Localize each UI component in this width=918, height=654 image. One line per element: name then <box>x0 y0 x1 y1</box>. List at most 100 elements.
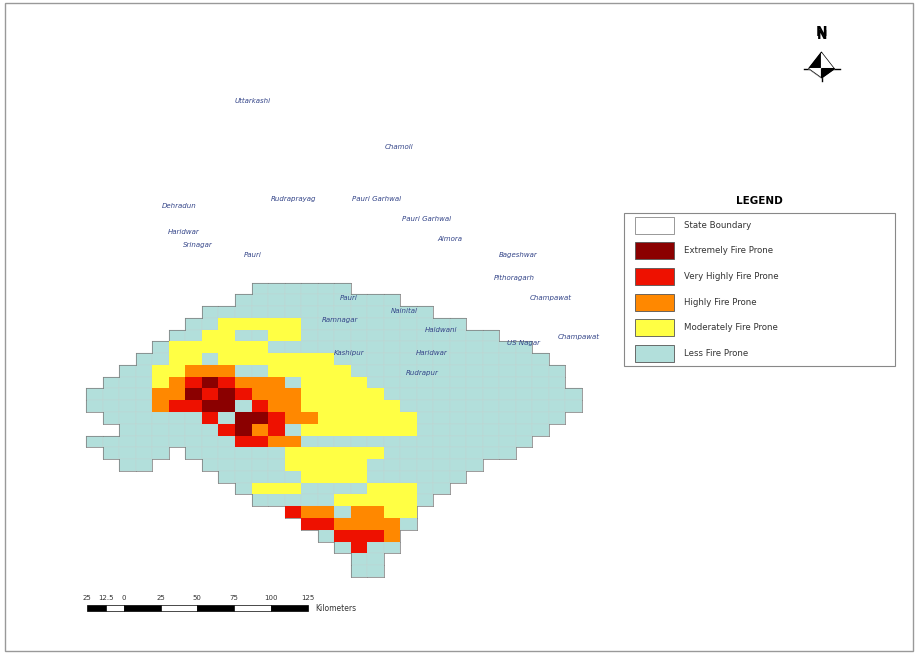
Bar <box>318 365 334 377</box>
Bar <box>268 400 285 412</box>
Bar <box>334 400 351 412</box>
Text: Chamoli: Chamoli <box>385 144 414 150</box>
Bar <box>285 388 301 400</box>
Bar <box>252 388 268 400</box>
Bar <box>301 318 318 330</box>
Bar <box>433 341 450 353</box>
Bar <box>252 341 268 353</box>
Bar <box>202 306 218 318</box>
Bar <box>483 447 499 459</box>
Bar <box>334 412 351 424</box>
Bar <box>185 353 202 365</box>
Bar <box>218 365 235 377</box>
Bar <box>252 365 268 377</box>
Bar <box>235 377 252 388</box>
Bar <box>301 506 318 518</box>
Bar <box>285 506 301 518</box>
Bar <box>119 377 136 388</box>
Bar <box>384 471 400 483</box>
Bar <box>367 341 384 353</box>
Bar <box>218 318 235 330</box>
Bar <box>417 365 433 377</box>
Bar <box>635 217 674 234</box>
Text: Kashipur: Kashipur <box>333 350 364 356</box>
Bar <box>466 330 483 341</box>
Bar <box>417 494 433 506</box>
Bar <box>235 341 252 353</box>
Bar <box>136 365 152 377</box>
Bar <box>433 377 450 388</box>
Bar <box>268 330 285 341</box>
Text: N: N <box>816 29 827 43</box>
Bar <box>235 365 252 377</box>
Bar <box>367 447 384 459</box>
Bar <box>499 365 516 377</box>
Bar <box>351 506 367 518</box>
Bar <box>318 518 334 530</box>
Bar <box>218 447 235 459</box>
Bar <box>152 388 169 400</box>
Bar <box>351 365 367 377</box>
Text: 50: 50 <box>193 595 202 601</box>
Bar <box>318 530 334 542</box>
Bar <box>268 400 285 412</box>
Text: Rudrapur: Rudrapur <box>406 370 439 376</box>
Bar <box>450 400 466 412</box>
Bar <box>516 377 532 388</box>
Bar <box>400 353 417 365</box>
Bar <box>268 318 285 330</box>
Bar <box>252 377 268 388</box>
Bar <box>384 447 400 459</box>
Text: N: N <box>816 25 827 39</box>
Bar <box>185 400 202 412</box>
Bar <box>499 447 516 459</box>
Bar <box>202 341 218 353</box>
Text: 25: 25 <box>83 595 92 601</box>
Bar <box>169 388 185 400</box>
Bar <box>252 400 268 412</box>
Bar <box>252 447 268 459</box>
Bar <box>285 506 301 518</box>
Bar <box>384 518 400 530</box>
Bar <box>218 353 235 365</box>
Bar <box>218 318 235 330</box>
Bar <box>400 365 417 377</box>
Bar <box>450 341 466 353</box>
Bar <box>483 330 499 341</box>
Bar <box>268 459 285 471</box>
Bar <box>334 506 351 518</box>
Bar <box>384 412 400 424</box>
Bar <box>367 518 384 530</box>
Bar <box>268 447 285 459</box>
Bar <box>351 341 367 353</box>
Bar <box>367 353 384 365</box>
Bar <box>318 294 334 306</box>
Bar <box>318 447 334 459</box>
Bar <box>218 424 235 436</box>
Bar <box>450 318 466 330</box>
Bar <box>400 306 417 318</box>
Text: 0: 0 <box>122 595 126 601</box>
Text: Less Fire Prone: Less Fire Prone <box>684 349 748 358</box>
Bar <box>268 283 285 294</box>
Bar <box>252 471 268 483</box>
Bar <box>268 377 285 388</box>
Bar <box>384 424 400 436</box>
Bar <box>351 377 367 388</box>
Bar <box>318 494 334 506</box>
Bar <box>218 306 235 318</box>
Bar <box>202 365 218 377</box>
Bar <box>318 341 334 353</box>
Bar <box>334 388 351 400</box>
Bar <box>384 424 400 436</box>
Bar <box>367 553 384 565</box>
Bar <box>268 483 285 494</box>
Bar <box>218 424 235 436</box>
Bar <box>318 459 334 471</box>
Bar <box>301 365 318 377</box>
Bar <box>499 353 516 365</box>
Bar <box>169 353 185 365</box>
Bar <box>169 341 185 353</box>
Bar <box>367 388 384 400</box>
Bar <box>334 471 351 483</box>
